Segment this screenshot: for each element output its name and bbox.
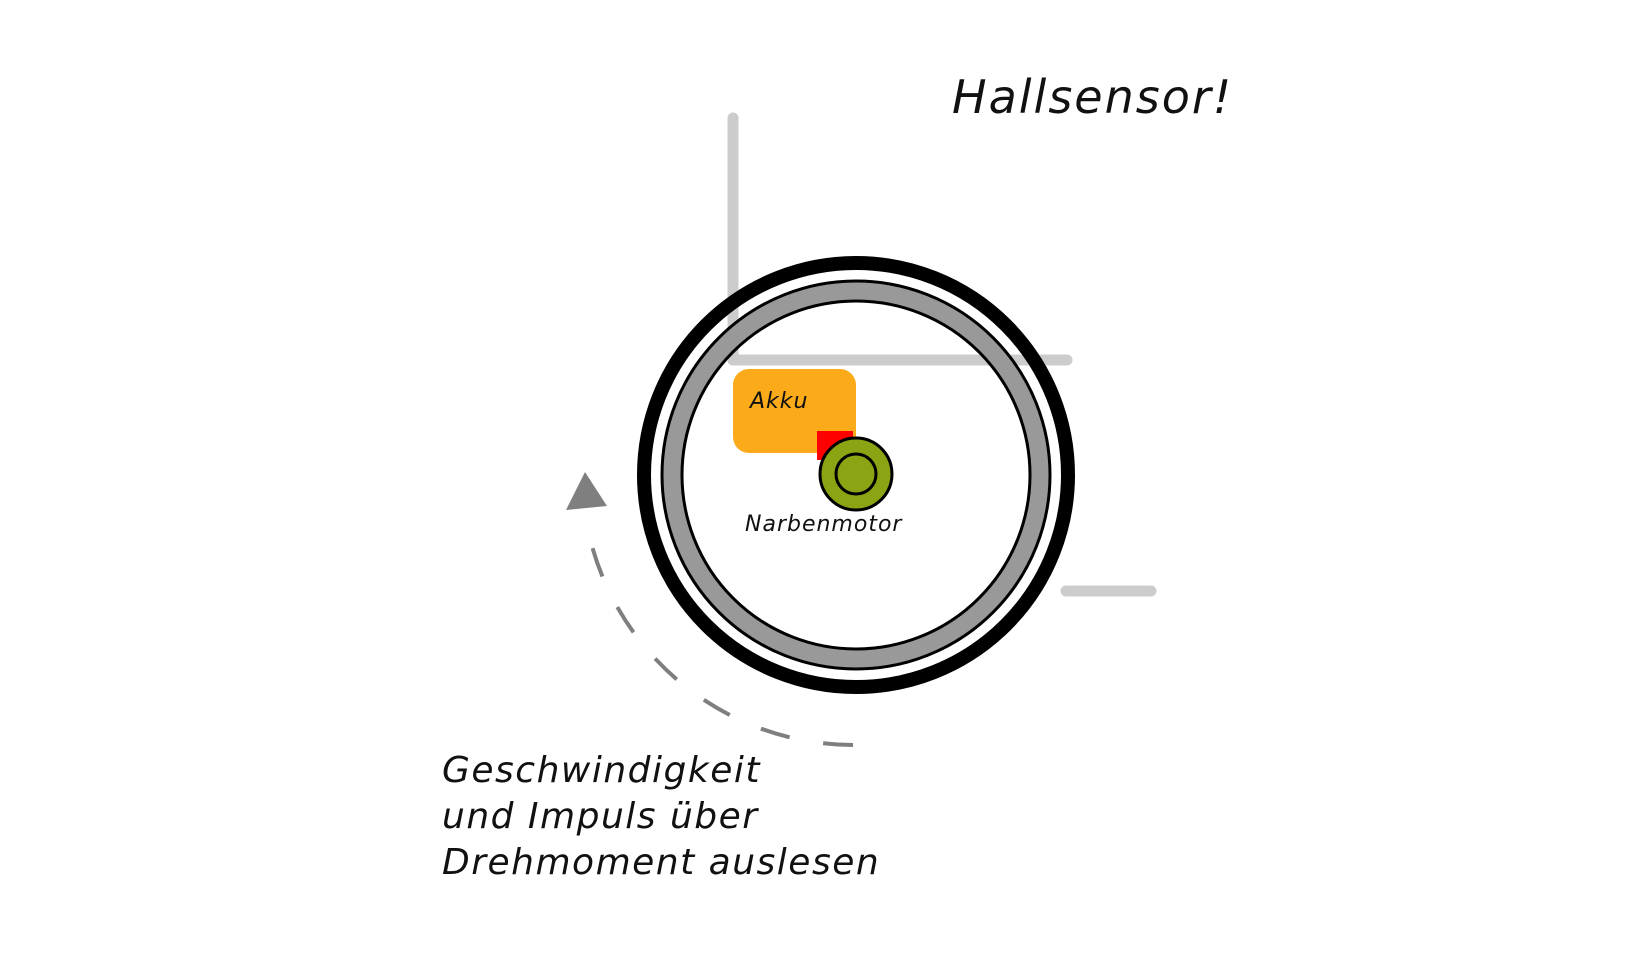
hub-motor-inner <box>834 452 878 496</box>
diagram-title: Hallsensor! <box>952 70 1233 124</box>
rim-outline-outer <box>660 279 1052 671</box>
caption-line-3: Drehmoment auslesen <box>442 842 880 883</box>
tire-outer <box>637 256 1075 694</box>
arrowhead-icon <box>566 472 607 510</box>
battery-label: Akku <box>748 389 808 414</box>
rotation-arrow-path <box>585 524 854 747</box>
hub-motor-label: Narbenmotor <box>745 512 903 537</box>
rim-outline-inner <box>680 299 1032 651</box>
caption-line-1: Geschwindigkeit <box>442 750 761 791</box>
bike-frame <box>727 112 1073 366</box>
caption: Geschwindigkeit und Impuls über Drehmome… <box>442 750 880 883</box>
rotation-arrow <box>566 472 854 747</box>
wheel <box>637 256 1075 694</box>
caption-line-2: und Impuls über <box>442 796 759 837</box>
hub-motor: Narbenmotor <box>745 436 903 537</box>
rim <box>663 282 1049 668</box>
